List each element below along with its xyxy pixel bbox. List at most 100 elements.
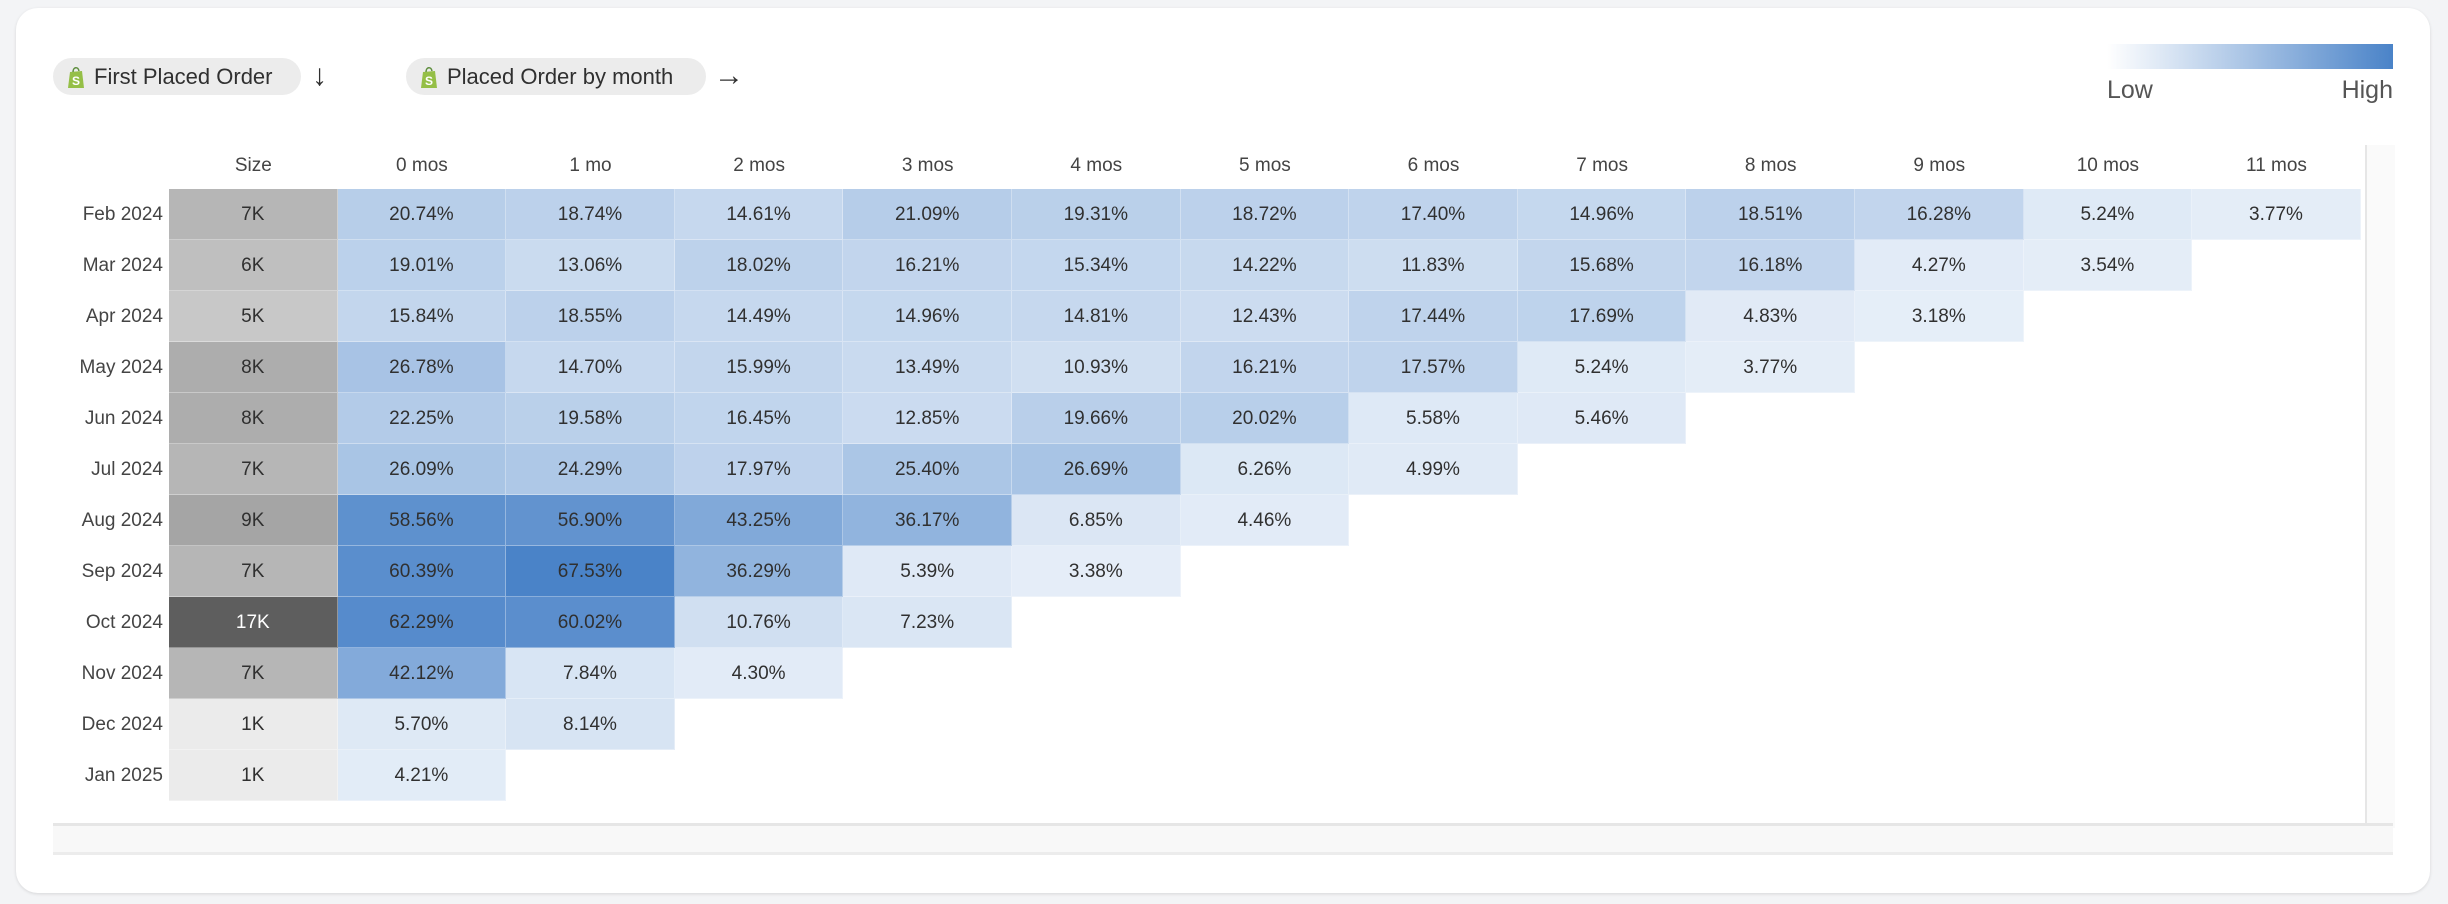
row-label: Sep 2024	[81, 561, 163, 582]
heatmap-cell: 10.93%	[1012, 342, 1181, 393]
heatmap-cell: 4.99%	[1349, 444, 1518, 495]
heatmap-cell: 14.49%	[674, 291, 844, 342]
row-label: Nov 2024	[81, 663, 163, 684]
heatmap-cell: 20.02%	[1180, 393, 1350, 444]
arrow-right-icon: →	[714, 59, 744, 92]
heatmap-cell: 7.23%	[843, 597, 1012, 648]
row-label: Jun 2024	[84, 408, 163, 429]
row-label: Feb 2024	[82, 204, 163, 225]
heatmap-cell: 8.14%	[506, 699, 675, 750]
size-cell: 17K	[169, 597, 338, 648]
size-cell: 6K	[169, 240, 338, 291]
heatmap-cell: 4.21%	[337, 750, 507, 801]
heatmap-cell: 42.12%	[337, 648, 507, 699]
heatmap-cell: 15.34%	[1012, 240, 1181, 291]
size-cell: 1K	[169, 699, 338, 750]
heatmap-cell: 16.18%	[1686, 240, 1855, 291]
heatmap-cell: 3.77%	[2192, 189, 2361, 240]
column-header: 4 mos	[1070, 155, 1123, 176]
column-header: 5 mos	[1239, 155, 1291, 176]
heatmap-cell: 4.46%	[1180, 495, 1350, 546]
size-cell: 7K	[169, 189, 338, 240]
heatmap-cell: 67.53%	[506, 546, 675, 597]
heatmap-cell: 4.30%	[674, 648, 844, 699]
heatmap-cell: 36.17%	[843, 495, 1012, 546]
heatmap-cell: 43.25%	[674, 495, 844, 546]
column-header: 1 mo	[569, 155, 612, 176]
row-label: Mar 2024	[82, 255, 163, 276]
horizontal-scrollbar[interactable]	[53, 823, 2393, 855]
heatmap-cell: 22.25%	[337, 393, 507, 444]
heatmap-cell: 5.24%	[1517, 342, 1687, 393]
heatmap-cell: 36.29%	[674, 546, 844, 597]
heatmap-cell: 15.99%	[674, 342, 844, 393]
heatmap-cell: 3.54%	[2023, 240, 2193, 291]
svg-text:S: S	[72, 74, 80, 88]
heatmap-cell: 14.96%	[1517, 189, 1687, 240]
heatmap-cell: 18.02%	[674, 240, 844, 291]
heatmap-cell: 62.29%	[337, 597, 507, 648]
column-header: 7 mos	[1576, 155, 1628, 176]
legend-high: High	[2341, 76, 2393, 104]
heatmap-cell: 5.24%	[2023, 189, 2193, 240]
heatmap-cell: 21.09%	[843, 189, 1012, 240]
column-header: 8 mos	[1744, 155, 1797, 176]
heatmap-cell: 25.40%	[843, 444, 1012, 495]
heatmap-cell: 10.76%	[674, 597, 844, 648]
row-label: Oct 2024	[85, 612, 163, 633]
heatmap-cell: 4.27%	[1855, 240, 2024, 291]
legend-low: Low	[2107, 76, 2153, 104]
heatmap-cell: 17.97%	[674, 444, 844, 495]
size-cell: 7K	[169, 444, 338, 495]
row-label: Aug 2024	[81, 510, 163, 531]
heatmap-cell: 17.57%	[1349, 342, 1518, 393]
column-header: 6 mos	[1407, 155, 1460, 176]
column-header: 10 mos	[2076, 155, 2140, 176]
size-header: Size	[234, 155, 272, 176]
heatmap-cell: 3.38%	[1012, 546, 1181, 597]
size-cell: 5K	[169, 291, 338, 342]
column-dimension-label: Placed Order by month	[447, 63, 674, 89]
size-cell: 8K	[169, 393, 338, 444]
size-cell: 1K	[169, 750, 338, 801]
heatmap-cell: 16.21%	[1180, 342, 1350, 393]
row-label: May 2024	[79, 357, 163, 378]
heatmap-cell: 17.40%	[1349, 189, 1518, 240]
heatmap-cell: 60.02%	[506, 597, 675, 648]
heatmap-cell: 5.58%	[1349, 393, 1518, 444]
heatmap-cell: 24.29%	[506, 444, 675, 495]
heatmap-cell: 5.39%	[843, 546, 1012, 597]
heatmap-cell: 18.72%	[1180, 189, 1350, 240]
heatmap-cell: 26.69%	[1012, 444, 1181, 495]
size-cell: 9K	[169, 495, 338, 546]
heatmap-cell: 12.43%	[1180, 291, 1350, 342]
heatmap-cell: 14.22%	[1180, 240, 1350, 291]
size-cell: 8K	[169, 342, 338, 393]
heatmap-cell: 16.21%	[843, 240, 1012, 291]
row-label: Jul 2024	[91, 459, 163, 480]
heatmap-cell: 6.26%	[1180, 444, 1350, 495]
vertical-scrollbar[interactable]	[2365, 145, 2395, 828]
heatmap-cell: 14.61%	[674, 189, 844, 240]
column-header: 2 mos	[733, 155, 785, 176]
row-dimension-label: First Placed Order	[94, 63, 273, 89]
heatmap-cell: 19.01%	[337, 240, 507, 291]
heatmap-cell: 58.56%	[337, 495, 507, 546]
column-dimension-chip[interactable]: S Placed Order by month	[406, 58, 706, 95]
heatmap-cell: 60.39%	[337, 546, 507, 597]
heatmap-cell: 3.18%	[1855, 291, 2024, 342]
heatmap-cell: 3.77%	[1686, 342, 1855, 393]
shopify-bag-icon: S	[68, 66, 84, 88]
heatmap-cell: 5.46%	[1517, 393, 1687, 444]
heatmap-cell: 4.83%	[1686, 291, 1855, 342]
heatmap-cell: 12.85%	[843, 393, 1012, 444]
heatmap-cell: 6.85%	[1012, 495, 1181, 546]
heatmap-cell: 16.45%	[674, 393, 844, 444]
row-label: Apr 2024	[85, 306, 163, 327]
legend-gradient	[2107, 44, 2393, 69]
heatmap-cell: 56.90%	[506, 495, 675, 546]
row-label: Dec 2024	[81, 714, 163, 735]
size-cell: 7K	[169, 648, 338, 699]
heatmap-cell: 13.06%	[506, 240, 675, 291]
row-dimension-chip[interactable]: S First Placed Order	[53, 58, 301, 95]
